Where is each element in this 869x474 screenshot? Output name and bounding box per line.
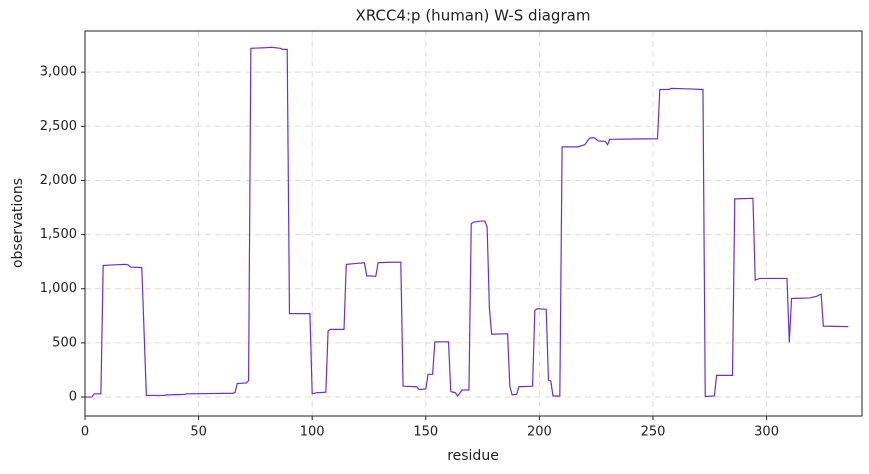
y-tick-label: 1,500 [40, 227, 77, 242]
x-tick-label: 150 [413, 425, 438, 440]
x-tick-label: 100 [300, 425, 325, 440]
y-tick-label: 1,000 [40, 281, 77, 296]
x-axis-label: residue [447, 448, 499, 464]
plot-frame [84, 30, 863, 417]
y-tick-label: 2,500 [40, 119, 77, 134]
x-tick-label: 0 [81, 425, 89, 440]
y-tick-label: 0 [69, 390, 77, 405]
x-tick-label: 300 [754, 425, 779, 440]
x-tick-label: 50 [190, 425, 207, 440]
y-tick-label: 2,000 [40, 173, 77, 188]
y-tick-label: 500 [52, 335, 77, 350]
x-tick-label: 250 [641, 425, 666, 440]
y-tick-label: 3,000 [40, 65, 77, 80]
y-axis-label: observations [10, 178, 26, 268]
data-line [85, 46, 849, 398]
x-tick-label: 200 [527, 425, 552, 440]
chart-title: XRCC4:p (human) W-S diagram [356, 7, 591, 25]
